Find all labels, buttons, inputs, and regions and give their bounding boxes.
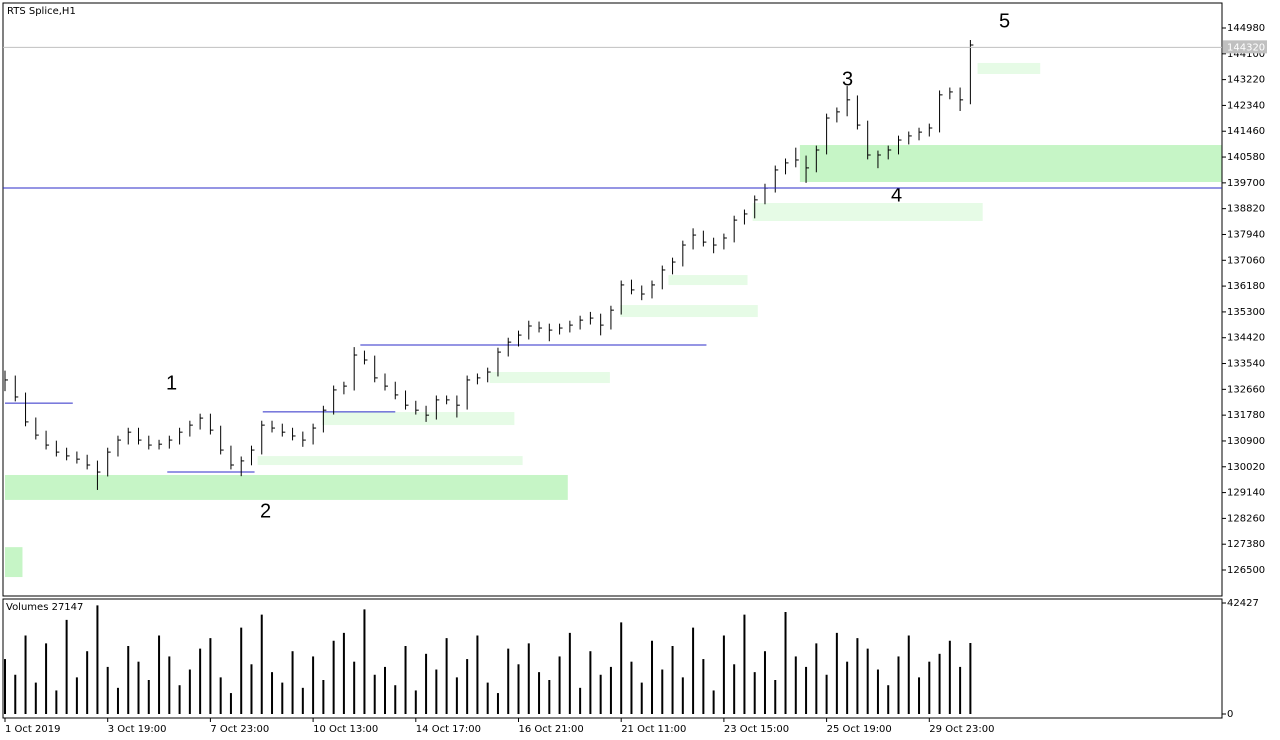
zone <box>257 456 523 466</box>
y-tick-label: 127380 <box>1227 539 1265 550</box>
annotation: 3 <box>842 68 853 90</box>
y-tick-label: 129140 <box>1227 488 1265 499</box>
volume-title: Volumes 27147 <box>6 602 83 613</box>
price-frame <box>2 2 1223 597</box>
x-tick-label: 23 Oct 15:00 <box>724 724 789 735</box>
y-tick-label: 141460 <box>1227 126 1265 137</box>
y2-tick-label: 42427 <box>1227 598 1259 609</box>
y-tick-label: 133540 <box>1227 359 1265 370</box>
y-tick-label: 131780 <box>1227 410 1265 421</box>
plot <box>4 40 974 490</box>
x-tick-label: 21 Oct 11:00 <box>621 724 686 735</box>
zone <box>977 62 1041 74</box>
zone <box>752 203 983 222</box>
y-tick-label: 144100 <box>1227 49 1265 60</box>
x-tick-label: 16 Oct 21:00 <box>519 724 584 735</box>
y-tick-label: 137060 <box>1227 255 1265 266</box>
volume-frame <box>2 598 1223 719</box>
y-tick-label: 134420 <box>1227 333 1265 344</box>
last-price-box <box>1223 40 1267 54</box>
annotation: 5 <box>999 10 1010 32</box>
zone <box>5 474 568 500</box>
y-tick-label: 140580 <box>1227 152 1265 163</box>
zone <box>322 412 515 426</box>
y-tick-label: 144980 <box>1227 23 1265 34</box>
y-tick-label: 139700 <box>1227 178 1265 189</box>
zone <box>620 305 758 318</box>
x-tick-label: 10 Oct 13:00 <box>313 724 378 735</box>
annotation: 2 <box>260 500 271 522</box>
y2-tick-label: 0 <box>1227 709 1233 720</box>
zone <box>5 547 23 578</box>
y-tick-label: 142340 <box>1227 100 1265 111</box>
y-tick-label: 132660 <box>1227 384 1265 395</box>
chart-title: RTS Splice,H1 <box>7 6 76 17</box>
y-tick-label: 138820 <box>1227 204 1265 215</box>
y-tick-label: 136180 <box>1227 281 1265 292</box>
y-tick-label: 135300 <box>1227 307 1265 318</box>
y-tick-label: 137940 <box>1227 229 1265 240</box>
y-tick-label: 130900 <box>1227 436 1265 447</box>
x-tick-label: 7 Oct 23:00 <box>210 724 269 735</box>
x-tick-label: 1 Oct 2019 <box>5 724 60 735</box>
zones <box>5 62 1222 578</box>
annotation: 4 <box>891 184 902 206</box>
zone <box>799 145 1222 183</box>
x-tick-label: 25 Oct 19:00 <box>827 724 892 735</box>
x-tick-label: 3 Oct 19:00 <box>108 724 167 735</box>
zone <box>668 275 748 286</box>
y-tick-label: 126500 <box>1227 565 1265 576</box>
zone <box>489 372 610 384</box>
y-tick-label: 143220 <box>1227 75 1265 86</box>
y-tick-label: 128260 <box>1227 513 1265 524</box>
last-price-label: 144320 <box>1227 42 1265 53</box>
x-tick-label: 14 Oct 17:00 <box>416 724 481 735</box>
annotation: 1 <box>166 372 177 394</box>
x-tick-label: 29 Oct 23:00 <box>929 724 994 735</box>
y-tick-label: 130020 <box>1227 462 1265 473</box>
